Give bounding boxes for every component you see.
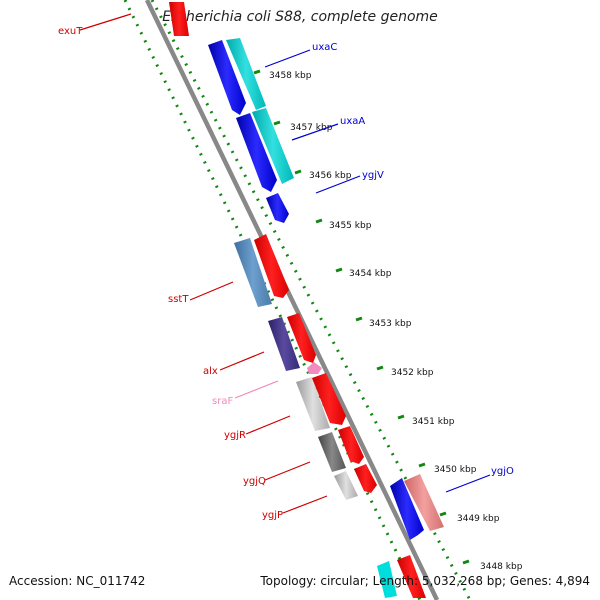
gene-sstT bbox=[234, 238, 272, 307]
tick-label: 3453 kbp bbox=[369, 319, 412, 329]
gene-label-exuT[interactable]: exuT bbox=[58, 26, 83, 37]
scale-tick bbox=[294, 169, 302, 175]
gene-label-leader bbox=[282, 495, 328, 514]
gene-sraF bbox=[307, 362, 322, 374]
tick-label: 3457 kbp bbox=[290, 123, 333, 133]
topology-text: Topology: circular; Length: 5,032,268 bp… bbox=[260, 574, 590, 588]
scale-tick bbox=[355, 316, 363, 322]
gene-label-leader bbox=[315, 175, 361, 194]
gene-label-leader bbox=[264, 49, 311, 68]
tick-label: 3449 kbp bbox=[457, 514, 500, 524]
gene-label-uxaA[interactable]: uxaA bbox=[340, 116, 365, 127]
gene-label-leader bbox=[445, 474, 491, 493]
tick-label: 3456 kbp bbox=[309, 171, 352, 181]
gene-label-uxaC[interactable]: uxaC bbox=[312, 42, 337, 53]
gene-ygjR bbox=[296, 377, 330, 431]
gene-label-ygjQ[interactable]: ygjQ bbox=[243, 476, 266, 487]
gene-label-leader bbox=[234, 380, 279, 399]
scale-ticks: 3458 kbp 3457 kbp 3456 kbp 3455 kbp 3454 kbp… bbox=[253, 69, 523, 572]
scale-tick bbox=[273, 120, 281, 126]
gene-ygjQ bbox=[318, 432, 346, 472]
gene-ygjP-red bbox=[354, 464, 377, 493]
tick-label: 3450 kbp bbox=[434, 465, 477, 475]
tick-label: 3451 kbp bbox=[412, 417, 455, 427]
gene-label-ygjV[interactable]: ygjV bbox=[362, 170, 384, 181]
gene-alx-red bbox=[287, 313, 316, 363]
gene-label-leader bbox=[264, 461, 311, 481]
gene-cyan-bottom bbox=[377, 561, 397, 598]
gene-ygjR-red bbox=[312, 373, 346, 425]
gene-ygjV bbox=[266, 193, 289, 223]
gene-red-bottom bbox=[397, 555, 426, 598]
tick-label: 3454 kbp bbox=[349, 269, 392, 279]
gene-labels: exuT uxaC uxaA ygjV sstT alx sraF ygjR ygjQ ygjP y… bbox=[58, 13, 514, 521]
gene-ygjO-salmon bbox=[404, 474, 444, 531]
gene-uxaA-cyan bbox=[252, 108, 294, 184]
gene-sstT-red bbox=[254, 234, 289, 298]
tick-label: 3448 kbp bbox=[480, 562, 523, 572]
tick-label: 3452 kbp bbox=[391, 368, 434, 378]
scale-tick bbox=[397, 414, 405, 420]
gene-features bbox=[169, 2, 444, 598]
genome-title: Escherichia coli S88, complete genome bbox=[162, 9, 438, 25]
scale-tick bbox=[315, 218, 323, 224]
scale-tick bbox=[335, 267, 343, 273]
gene-label-leader bbox=[291, 123, 339, 141]
gene-ygjQ-red bbox=[338, 426, 364, 464]
gene-label-ygjO[interactable]: ygjO bbox=[491, 466, 514, 477]
gene-label-ygjP[interactable]: ygjP bbox=[262, 510, 283, 521]
gene-uxaC-part1 bbox=[208, 40, 246, 115]
tick-label: 3455 kbp bbox=[329, 221, 372, 231]
gene-label-alx[interactable]: alx bbox=[203, 366, 218, 377]
gene-label-leader bbox=[189, 281, 234, 301]
gene-label-leader bbox=[245, 415, 291, 435]
scale-tick bbox=[376, 365, 384, 371]
gene-label-leader bbox=[79, 13, 132, 31]
gene-label-sstT[interactable]: sstT bbox=[168, 294, 189, 305]
gene-alx bbox=[268, 317, 300, 371]
genome-backbone bbox=[144, 0, 440, 600]
gene-uxaA bbox=[236, 113, 277, 192]
scale-tick bbox=[462, 559, 470, 565]
gene-label-leader bbox=[219, 351, 265, 371]
dotted-scale-line bbox=[123, 0, 422, 600]
gene-uxaC-part2 bbox=[226, 38, 266, 110]
scale-tick bbox=[253, 69, 261, 75]
tick-label: 3458 kbp bbox=[269, 71, 312, 81]
gene-exuT bbox=[169, 2, 189, 36]
scale-tick bbox=[418, 462, 426, 468]
scale-tick bbox=[439, 511, 447, 517]
gene-ygjO bbox=[390, 478, 424, 540]
accession-text: Accession: NC_011742 bbox=[9, 574, 146, 588]
gene-label-sraF[interactable]: sraF bbox=[212, 396, 233, 407]
gene-label-ygjR[interactable]: ygjR bbox=[224, 430, 246, 441]
gene-ygjP bbox=[334, 471, 358, 500]
scale-dotted-lines bbox=[123, 0, 472, 600]
